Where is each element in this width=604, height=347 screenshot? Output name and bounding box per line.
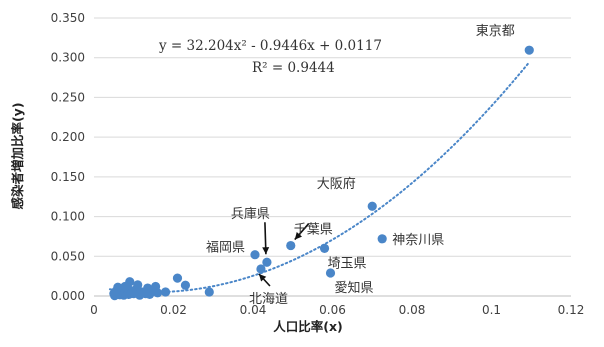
y-axis-ticks: 0.000 0.050 0.100 0.150 0.200 0.250 0.300 0.350 xyxy=(51,11,85,303)
y-tick-label: 0.000 xyxy=(51,289,85,303)
data-point xyxy=(180,280,191,290)
y-tick-label: 0.300 xyxy=(51,51,85,65)
x-tick-label: 0 xyxy=(90,303,98,317)
x-axis-title: 人口比率(x) xyxy=(273,319,343,334)
x-tick-label: 0.02 xyxy=(160,303,187,317)
arrow-head xyxy=(258,273,267,282)
data-point xyxy=(325,268,336,278)
data-point xyxy=(286,240,296,251)
arrow-head xyxy=(294,231,303,240)
y-tick-label: 0.200 xyxy=(51,130,85,144)
arrow-head xyxy=(262,247,270,255)
y-tick-label: 0.050 xyxy=(51,249,85,263)
trendline-equation: y = 32.204x² - 0.9446x + 0.0117 xyxy=(158,38,382,54)
label-arrows xyxy=(258,222,310,287)
point-label: 東京都 xyxy=(476,23,515,39)
y-tick-label: 0.150 xyxy=(51,170,85,184)
x-tick-label: 0.12 xyxy=(558,303,585,317)
data-point xyxy=(160,287,171,297)
data-point xyxy=(377,234,387,244)
x-tick-label: 0.06 xyxy=(319,303,346,317)
point-label: 愛知県 xyxy=(335,280,374,296)
y-tick-label: 0.100 xyxy=(51,210,85,224)
trendline xyxy=(108,61,531,294)
point-label: 福岡県 xyxy=(206,241,245,256)
data-points xyxy=(109,45,534,301)
data-point xyxy=(367,201,377,211)
point-label: 大阪府 xyxy=(317,177,356,192)
point-label: 埼玉県 xyxy=(328,256,367,271)
gridlines xyxy=(94,17,571,257)
point-label: 北海道 xyxy=(249,292,288,307)
data-point xyxy=(319,243,330,253)
point-label: 千葉県 xyxy=(294,223,333,238)
y-axis-title: 感染者増加比率(y) xyxy=(10,102,25,209)
data-point xyxy=(250,250,260,260)
x-tick-label: 0.1 xyxy=(482,303,501,317)
data-point xyxy=(172,273,183,283)
x-axis-ticks: 0 0.02 0.04 0.06 0.08 0.1 0.12 xyxy=(90,303,584,317)
y-tick-label: 0.350 xyxy=(51,11,85,25)
x-tick-label: 0.04 xyxy=(240,303,267,317)
point-label: 神奈川県 xyxy=(392,233,444,248)
r-squared: R² = 0.9444 xyxy=(252,60,335,76)
point-label: 兵庫県 xyxy=(231,207,270,222)
x-tick-label: 0.08 xyxy=(399,303,426,317)
data-point xyxy=(524,45,534,55)
data-point xyxy=(109,289,119,299)
data-point xyxy=(256,264,266,274)
data-point xyxy=(262,257,272,267)
y-tick-label: 0.250 xyxy=(51,90,85,104)
data-point xyxy=(204,287,214,297)
